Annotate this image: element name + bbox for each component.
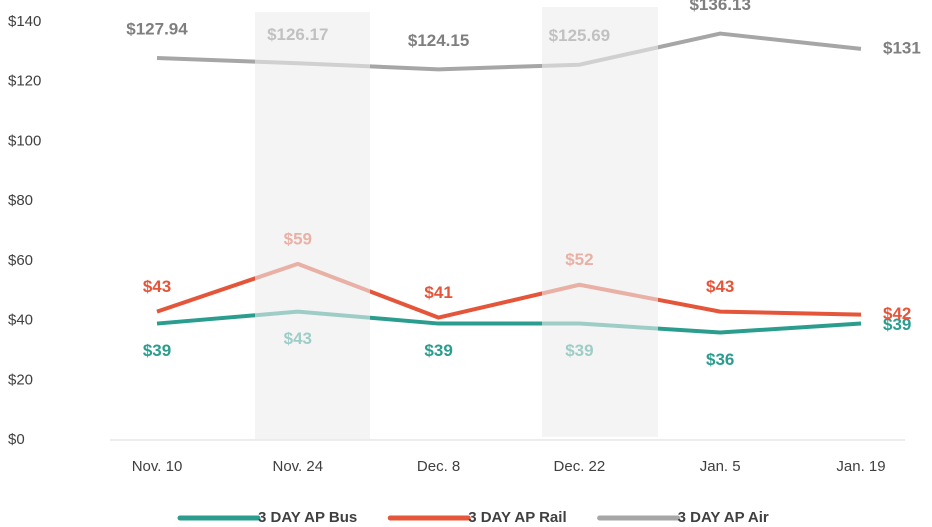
x-tick-label: Dec. 22 (554, 458, 606, 475)
y-tick-label: $140 (8, 13, 41, 30)
legend-label: 3 DAY AP Air (678, 509, 769, 526)
legend: 3 DAY AP Bus 3 DAY AP Rail 3 DAY AP Air (177, 509, 769, 526)
legend-label: 3 DAY AP Bus (258, 509, 357, 526)
data-label: $36 (706, 350, 734, 369)
data-label: $136.13 (689, 0, 750, 14)
data-label: $43 (706, 277, 734, 296)
data-label: $127.94 (126, 19, 188, 38)
data-label: $124.15 (408, 31, 469, 50)
y-tick-label: $20 (8, 371, 33, 388)
x-tick-label: Jan. 19 (836, 458, 885, 475)
y-tick-label: $120 (8, 73, 41, 90)
x-tick-label: Nov. 10 (132, 458, 183, 475)
y-tick-label: $40 (8, 312, 33, 329)
data-label: $39 (883, 315, 911, 334)
x-tick-label: Nov. 24 (273, 458, 324, 475)
plot-area: $0 $20 $40 $60 $80 $100 $120 $140 Nov. 10 Nov. 24… (8, 0, 921, 475)
x-tick-label: Dec. 8 (417, 458, 460, 475)
data-label: $41 (424, 283, 452, 302)
data-label: $42 (883, 304, 911, 323)
data-label: $43 (143, 277, 171, 296)
data-label: $39 (143, 341, 171, 360)
y-tick-label: $80 (8, 192, 33, 209)
y-tick-label: $100 (8, 132, 41, 149)
legend-label: 3 DAY AP Rail (468, 509, 566, 526)
x-tick-label: Jan. 5 (700, 458, 741, 475)
data-label: $39 (424, 341, 452, 360)
highlight-band (542, 7, 658, 437)
highlight-band (255, 12, 370, 440)
y-tick-label: $0 (8, 431, 25, 448)
data-label: $131 (883, 38, 921, 57)
y-tick-label: $60 (8, 252, 33, 269)
